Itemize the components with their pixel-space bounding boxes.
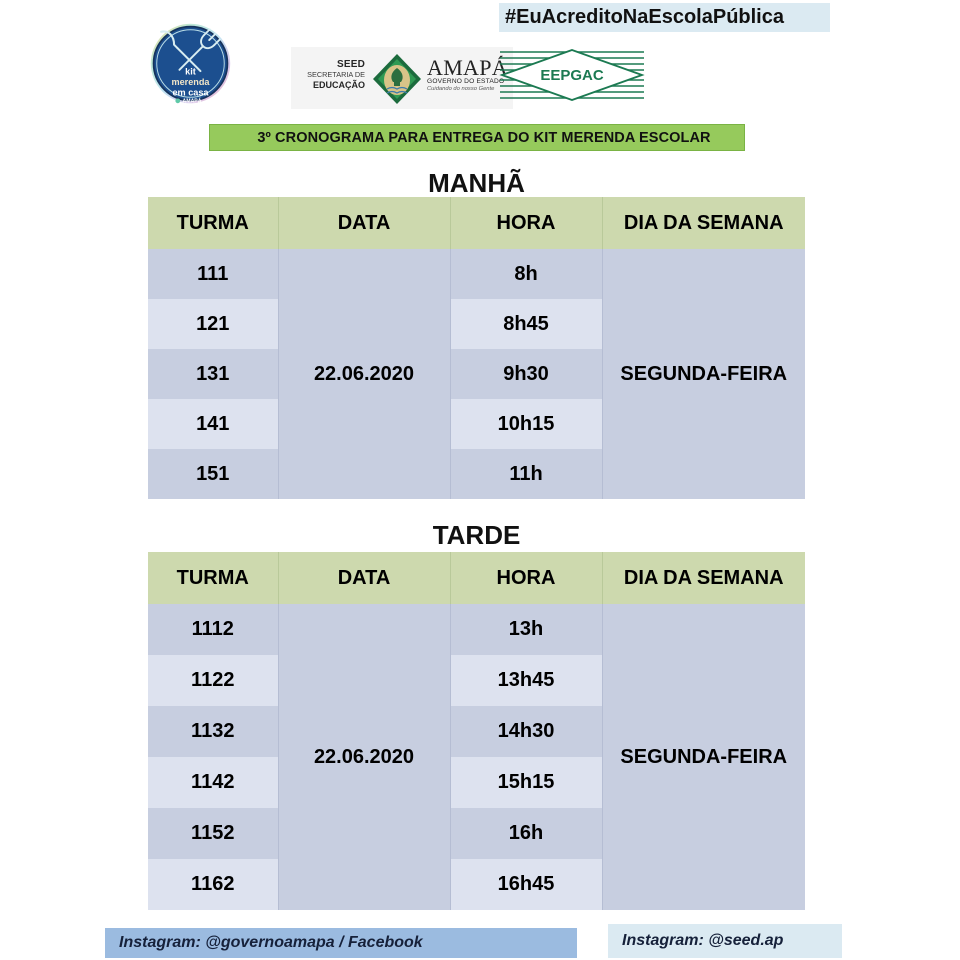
svg-text:em casa: em casa	[172, 87, 209, 97]
svg-text:merenda: merenda	[171, 77, 210, 87]
svg-text:AMAPÁ: AMAPÁ	[183, 97, 202, 104]
svg-text:kit: kit	[185, 67, 196, 77]
svg-text:EEPGAC: EEPGAC	[540, 67, 604, 84]
